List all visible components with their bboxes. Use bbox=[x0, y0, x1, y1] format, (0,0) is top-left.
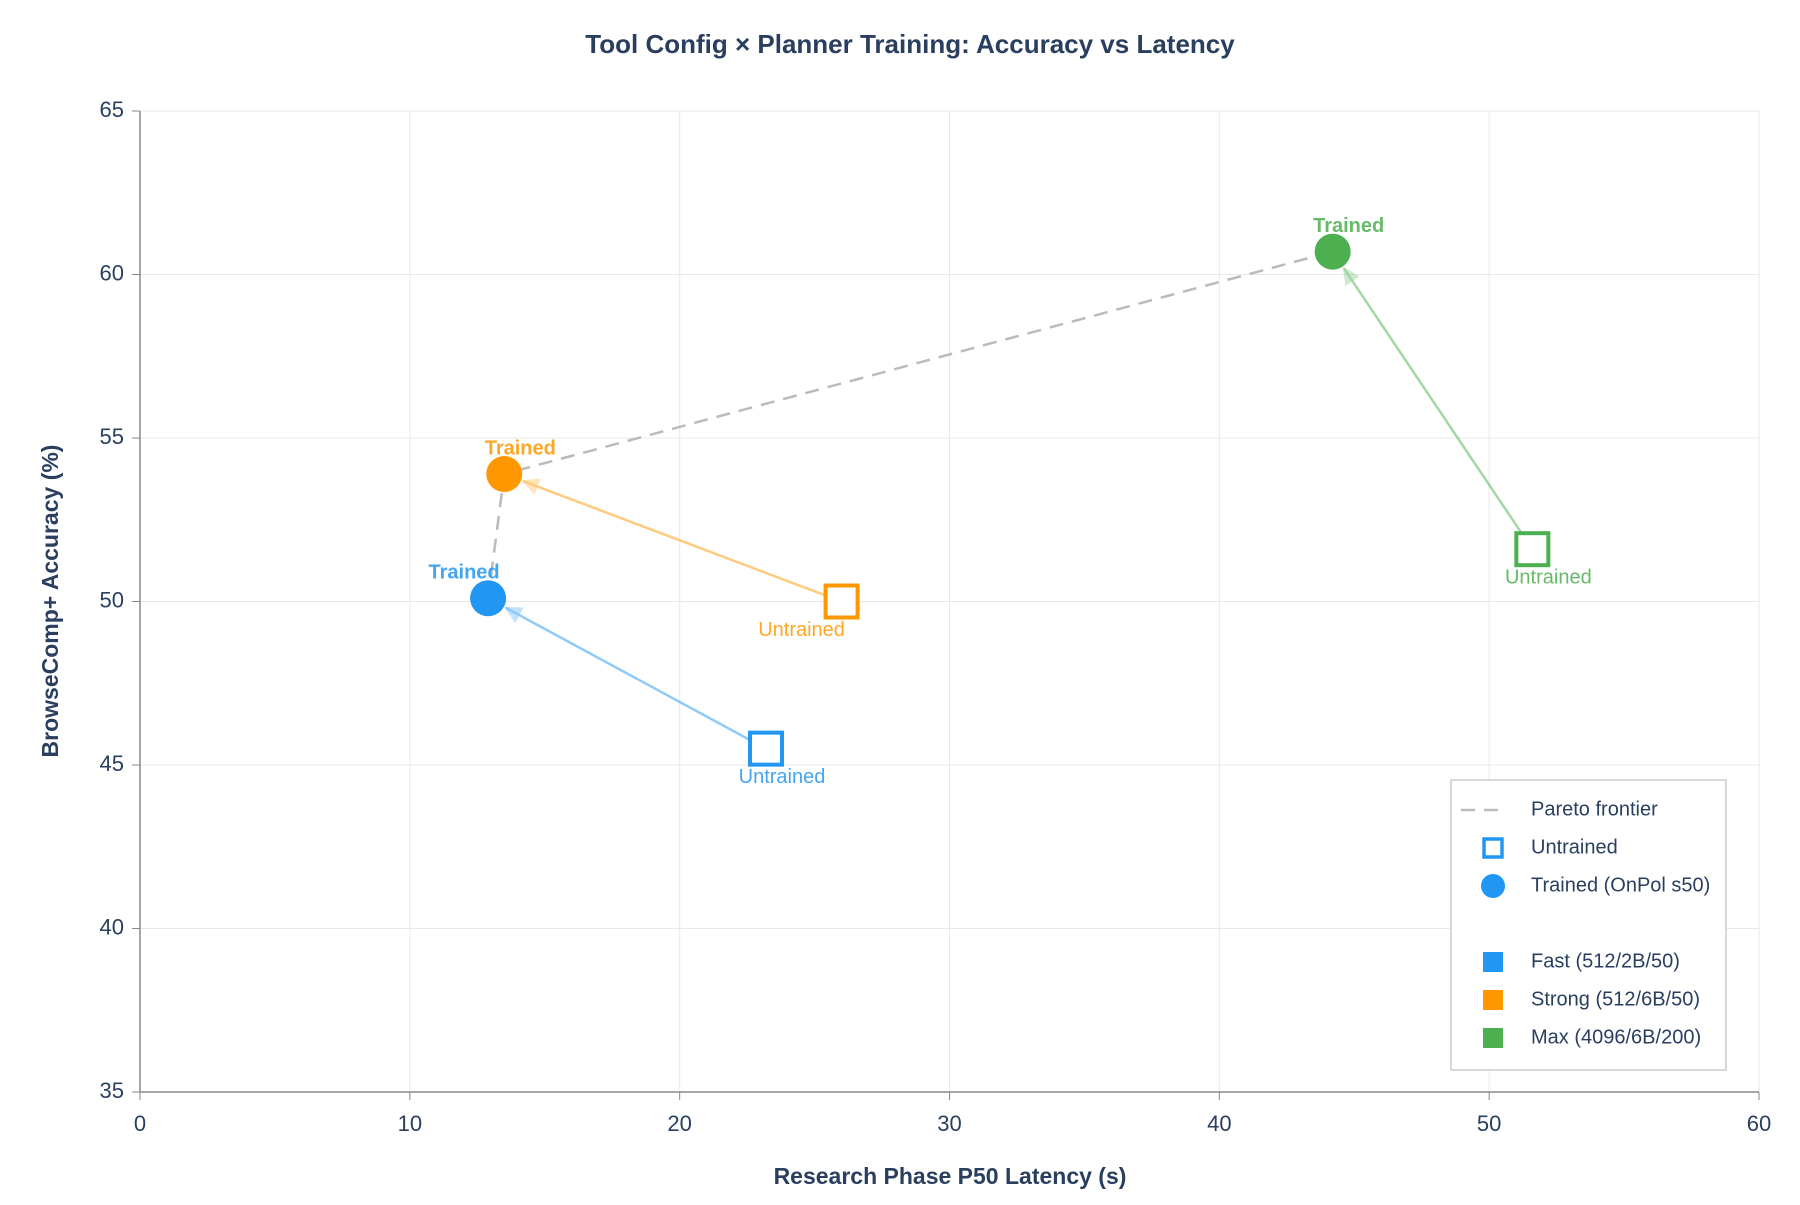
legend-label: Strong (512/6B/50) bbox=[1531, 988, 1700, 1010]
y-tick-label: 40 bbox=[100, 914, 124, 939]
legend-trained bbox=[1481, 874, 1505, 898]
untrained-point bbox=[748, 730, 785, 767]
legend-label: Trained (OnPol s50) bbox=[1531, 874, 1710, 896]
legend-label: Untrained bbox=[1531, 836, 1618, 858]
trained-label: Trained bbox=[429, 562, 500, 584]
pareto-frontier bbox=[486, 250, 1333, 599]
legend-untrained bbox=[1482, 837, 1504, 859]
legend-box bbox=[1450, 779, 1727, 1071]
y-tick-label: 45 bbox=[100, 751, 124, 776]
untrained-label: Untrained bbox=[758, 619, 845, 641]
x-tick-label: 10 bbox=[398, 1111, 422, 1136]
x-tick-label: 50 bbox=[1477, 1111, 1501, 1136]
x-tick-label: 30 bbox=[937, 1111, 961, 1136]
legend-swatch bbox=[1483, 990, 1503, 1010]
legend-label: Fast (512/2B/50) bbox=[1531, 950, 1680, 972]
transition-arrow bbox=[1342, 266, 1545, 567]
y-tick-label: 55 bbox=[100, 424, 124, 449]
untrained-point bbox=[823, 583, 860, 620]
trained-point bbox=[486, 455, 523, 492]
untrained-label: Untrained bbox=[739, 766, 826, 788]
x-tick-label: 40 bbox=[1207, 1111, 1231, 1136]
untrained-label: Untrained bbox=[1505, 566, 1592, 588]
trained-label: Trained bbox=[485, 437, 556, 459]
y-axis-label: BrowseComp+ Accuracy (%) bbox=[37, 445, 63, 758]
x-tick-label: 60 bbox=[1747, 1111, 1771, 1136]
trained-label: Trained bbox=[1313, 215, 1384, 237]
untrained-point bbox=[1514, 531, 1551, 568]
transition-arrow bbox=[521, 478, 861, 610]
x-axis-label: Research Phase P50 Latency (s) bbox=[774, 1163, 1127, 1189]
y-tick-label: 35 bbox=[100, 1078, 124, 1103]
legend-swatch bbox=[1483, 952, 1503, 972]
x-tick-label: 0 bbox=[134, 1111, 146, 1136]
y-tick-label: 50 bbox=[100, 587, 124, 612]
trained-point bbox=[470, 580, 507, 617]
y-tick-label: 60 bbox=[100, 260, 124, 285]
y-tick-label: 65 bbox=[100, 97, 124, 122]
legend-swatch bbox=[1483, 1028, 1503, 1048]
chart-title: Tool Config × Planner Training: Accuracy… bbox=[585, 29, 1235, 59]
legend-label: Max (4096/6B/200) bbox=[1531, 1026, 1701, 1048]
legend-label: Pareto frontier bbox=[1531, 798, 1658, 820]
transition-arrow bbox=[504, 606, 785, 760]
x-tick-label: 20 bbox=[667, 1111, 691, 1136]
trained-point bbox=[1314, 233, 1351, 270]
